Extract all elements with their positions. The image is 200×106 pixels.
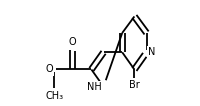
Text: NH: NH	[87, 82, 102, 92]
Text: O: O	[46, 64, 53, 75]
Text: Br: Br	[129, 80, 140, 90]
Text: CH₃: CH₃	[45, 91, 63, 101]
Text: N: N	[148, 47, 155, 57]
Text: O: O	[69, 37, 77, 47]
